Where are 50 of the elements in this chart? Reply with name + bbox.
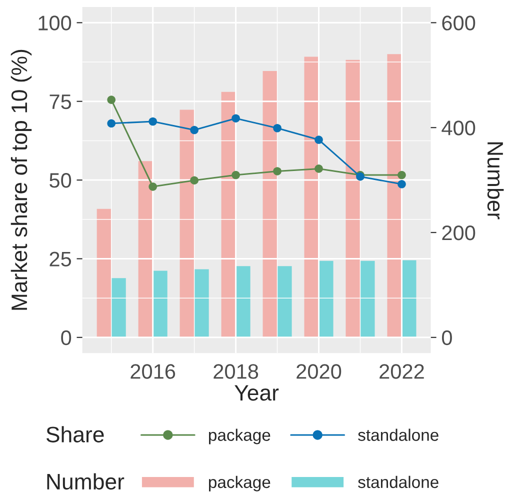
point <box>107 119 116 128</box>
legend-label: standalone <box>358 428 438 441</box>
text: Share <box>46 426 104 442</box>
bar <box>236 266 250 338</box>
x-tick-label: 2020 <box>296 364 342 379</box>
bar <box>96 208 112 338</box>
bar <box>262 70 278 338</box>
bar <box>180 110 194 338</box>
point <box>232 114 240 123</box>
point <box>314 136 323 144</box>
bar <box>111 278 126 338</box>
legend-label: package <box>208 428 270 444</box>
y2-tick-label: 0 <box>442 330 452 346</box>
point <box>232 170 240 180</box>
x-axis-title: Year <box>234 385 279 401</box>
point <box>314 164 323 173</box>
bar <box>277 266 292 338</box>
point <box>107 96 116 104</box>
point <box>148 182 157 191</box>
y-axis-title: Market share of top 10 (%) <box>10 50 32 310</box>
y-tick-label: 75 <box>50 94 72 110</box>
x-tick-label: 2016 <box>130 364 176 379</box>
bar <box>304 56 319 338</box>
y-tick-label: 0 <box>61 330 72 346</box>
bar <box>402 260 416 338</box>
point <box>273 124 282 132</box>
bar <box>152 270 168 338</box>
y2-axis-title: Number <box>487 142 504 220</box>
bar <box>318 260 334 338</box>
y2-tick-label: 400 <box>442 120 476 136</box>
point <box>398 180 406 188</box>
bar <box>194 269 209 338</box>
point <box>190 126 198 134</box>
point <box>190 176 198 185</box>
legend-label: package <box>208 476 270 492</box>
y2-tick-label: 600 <box>442 16 476 30</box>
x-tick-label: 2022 <box>380 364 424 379</box>
point <box>398 170 406 180</box>
y-tick-label: 100 <box>38 16 72 30</box>
point <box>148 117 157 126</box>
bar <box>387 54 402 338</box>
x-tick-label: 2018 <box>214 364 258 379</box>
legend-label: standalone <box>358 476 438 488</box>
y-tick-label: 50 <box>50 173 72 188</box>
y2-tick-label: 200 <box>442 226 476 240</box>
text: Number <box>47 473 124 490</box>
bar <box>360 260 375 338</box>
y-tick-label: 25 <box>50 252 72 266</box>
bar <box>346 60 360 338</box>
point <box>273 167 282 176</box>
